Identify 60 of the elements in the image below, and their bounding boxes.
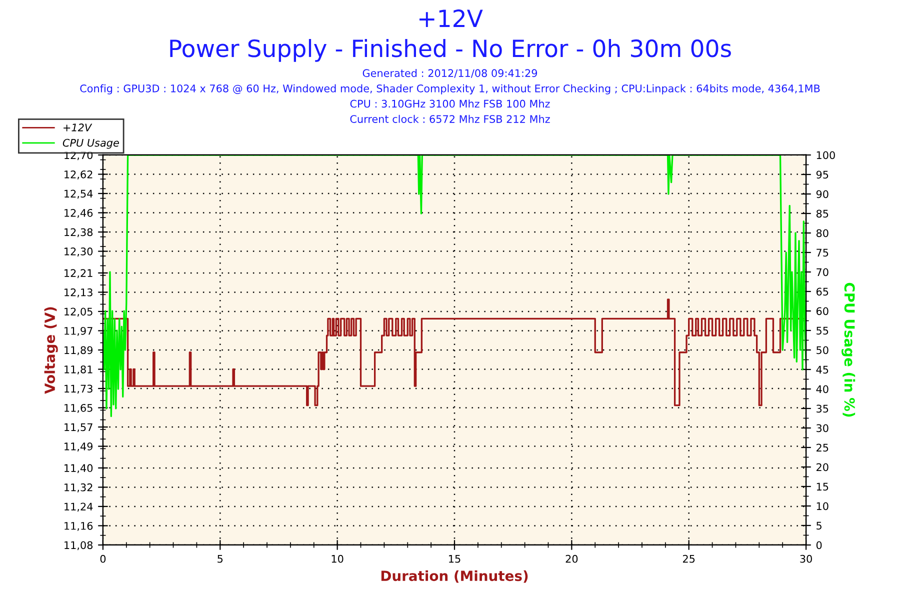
y-tick-label: 12,13 bbox=[64, 288, 92, 298]
y2-tick-label: 60 bbox=[816, 307, 828, 316]
y-tick-label: 11,89 bbox=[64, 346, 93, 356]
x-tick-label: 10 bbox=[332, 554, 344, 563]
y-tick-label: 12,38 bbox=[64, 228, 93, 238]
y-tick-label: 11,97 bbox=[64, 326, 92, 336]
y2-tick-label: 30 bbox=[816, 424, 828, 432]
y-tick-label: 11,65 bbox=[64, 404, 92, 413]
y-tick-label: 11,81 bbox=[64, 365, 92, 374]
y-tick-label: 11,73 bbox=[64, 384, 92, 394]
y2-tick-label: 25 bbox=[816, 444, 828, 452]
y-tick-label: 11,32 bbox=[64, 483, 92, 492]
y-tick-label: 11,40 bbox=[64, 464, 93, 474]
y2-tick-label: 80 bbox=[816, 229, 828, 238]
legend-label: +12V bbox=[64, 124, 92, 132]
y2-tick-label: 100 bbox=[816, 151, 835, 160]
y2-tick-label: 0 bbox=[816, 541, 822, 550]
x-tick-label: 0 bbox=[100, 554, 106, 563]
y-tick-label: 12,54 bbox=[64, 190, 93, 199]
y2-tick-label: 15 bbox=[816, 482, 828, 491]
legend-label: CPU Usage bbox=[62, 138, 119, 149]
y2-tick-label: 85 bbox=[816, 210, 828, 218]
x-tick-label: 5 bbox=[218, 555, 223, 563]
y2-tick-label: 5 bbox=[816, 522, 822, 530]
chart-title: +12V bbox=[420, 9, 483, 27]
y2-tick-label: 95 bbox=[816, 170, 828, 179]
text: Config : GPU3D : 1024 x 768 @ 60 Hz, Windowed mode, Shader Complexity 1, without Error Checking ; CPU:Linpack : 64bits mode, 4364,1MB bbox=[80, 84, 820, 94]
y2-tick-label: 55 bbox=[816, 326, 828, 335]
x-axis-title: Duration (Minutes) bbox=[381, 570, 528, 583]
y2-tick-label: 75 bbox=[816, 248, 828, 257]
y2-tick-label: 50 bbox=[816, 346, 828, 354]
y-tick-label: 12,30 bbox=[64, 248, 93, 256]
y-tick-label: 11,24 bbox=[64, 502, 93, 512]
x-tick-label: 20 bbox=[566, 554, 578, 563]
y2-tick-label: 65 bbox=[816, 288, 828, 296]
text: Generated : 2012/11/08 09:41:29 bbox=[362, 69, 538, 78]
y-tick-label: 11,08 bbox=[64, 541, 93, 550]
x-tick-label: 15 bbox=[449, 555, 460, 563]
y-tick-label: 11,49 bbox=[64, 442, 93, 452]
text: CPU : 3.10GHz 3100 Mhz FSB 100 Mhz bbox=[350, 100, 550, 108]
y2-tick-label: 20 bbox=[816, 463, 828, 472]
y-tick-label: 12,05 bbox=[64, 308, 92, 317]
x-tick-label: 30 bbox=[800, 554, 812, 563]
y2-tick-label: 45 bbox=[816, 366, 828, 374]
y2-tick-label: 10 bbox=[816, 502, 828, 510]
y2-tick-label: 35 bbox=[816, 404, 828, 413]
chart-subtitle: Power Supply - Finished - No Error - 0h 30m 00s bbox=[170, 39, 731, 62]
y-tick-label: 12,46 bbox=[64, 208, 93, 218]
y-tick-label: 12,62 bbox=[64, 170, 92, 180]
y2-axis-title: CPU Usage (in %) bbox=[842, 282, 856, 417]
y-tick-label: 11,57 bbox=[64, 423, 92, 432]
y2-tick-label: 40 bbox=[816, 385, 828, 394]
text: Current clock : 6572 Mhz FSB 212 Mhz bbox=[350, 114, 550, 123]
y2-tick-label: 90 bbox=[816, 190, 828, 198]
y-tick-label: 11,16 bbox=[64, 522, 93, 531]
y2-tick-label: 70 bbox=[816, 268, 828, 276]
y-tick-label: 12,70 bbox=[64, 151, 93, 160]
y-tick-label: 12,21 bbox=[64, 269, 92, 278]
x-tick-label: 25 bbox=[682, 554, 695, 563]
y-axis-title: Voltage (V) bbox=[44, 307, 58, 394]
